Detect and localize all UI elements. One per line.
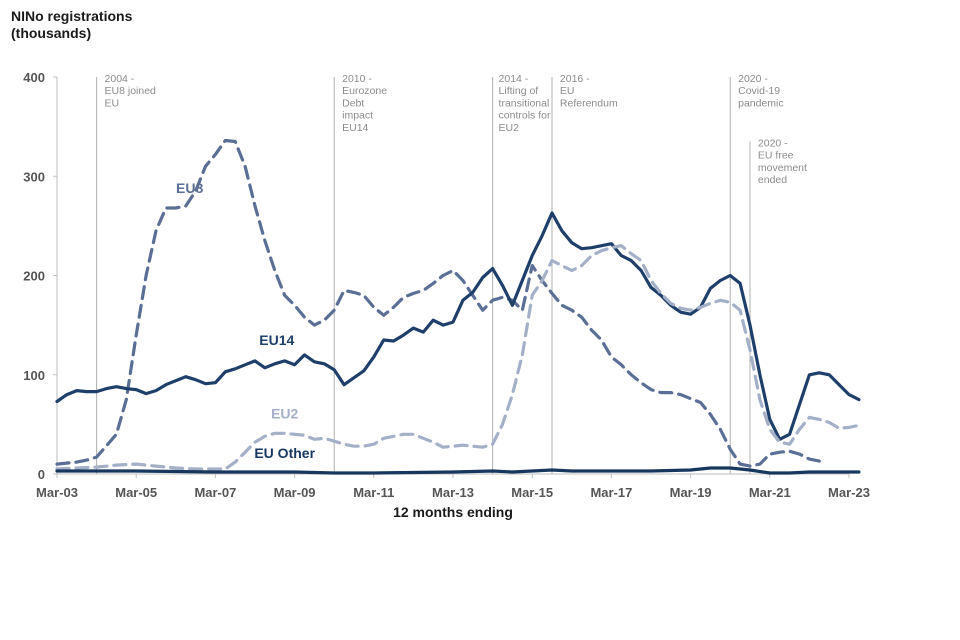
event-label: controls for <box>499 110 551 122</box>
series-line-eu-other <box>55 466 861 475</box>
y-axis-title-line-2: (thousands) <box>11 25 91 41</box>
x-tick-label: Mar-19 <box>670 485 712 500</box>
event-label: EU <box>105 97 120 109</box>
series-line-eu2 <box>55 244 861 471</box>
event-label: Covid-19 <box>738 85 780 97</box>
event-label: EU14 <box>342 122 368 134</box>
series-labels: EU8 EU14 EU2 EU Other <box>176 180 316 461</box>
y-tick-label: 200 <box>23 269 45 284</box>
event-label: 2016 - <box>560 73 590 85</box>
y-tick-label: 400 <box>23 70 45 85</box>
x-tick-label: Mar-23 <box>828 485 870 500</box>
x-tick-label: Mar-21 <box>749 485 791 500</box>
event-label: 2014 - <box>499 73 529 85</box>
x-tick-label: Mar-07 <box>194 485 236 500</box>
x-tick-label: Mar-09 <box>274 485 316 500</box>
series-label-eu2: EU2 <box>271 405 298 421</box>
event-label: pandemic <box>738 97 784 109</box>
event-label: 2010 - <box>342 73 372 85</box>
series-label-eu-other: EU Other <box>254 445 315 461</box>
series-label-eu8: EU8 <box>176 180 203 196</box>
y-tick-label: 0 <box>38 467 45 482</box>
event-label: EU2 <box>499 122 520 134</box>
x-tick-label: Mar-05 <box>115 485 157 500</box>
event-label: 2004 - <box>105 73 135 85</box>
event-label: 2020 - <box>738 73 768 85</box>
x-tick-label: Mar-17 <box>590 485 632 500</box>
event-label: movement <box>758 162 807 174</box>
event-label: Eurozone <box>342 85 387 97</box>
y-axis-title-line-1: NINo registrations <box>11 8 133 24</box>
event-label: Lifting of <box>499 85 539 97</box>
event-label: EU free <box>758 150 794 162</box>
event-label: EU <box>560 85 575 97</box>
axes: 0 100 200 300 400 Mar-03 Mar-05 Mar-07 Mar-09 Mar… <box>23 70 870 500</box>
x-tick-label: Mar-13 <box>432 485 474 500</box>
event-label: 2020 - <box>758 138 788 150</box>
x-axis-title: 12 months ending <box>393 504 513 520</box>
x-tick-label: Mar-15 <box>511 485 553 500</box>
event-label: Debt <box>342 97 364 109</box>
series-line-eu14 <box>55 211 861 441</box>
x-tick-label: Mar-03 <box>36 485 78 500</box>
series-label-eu14: EU14 <box>259 332 294 348</box>
y-tick-label: 100 <box>23 368 45 383</box>
event-label: transitional <box>499 97 550 109</box>
x-tick-label: Mar-11 <box>353 485 394 500</box>
y-tick-label: 300 <box>23 169 45 184</box>
event-label: EU8 joined <box>105 85 157 97</box>
event-label: ended <box>758 174 787 186</box>
event-label: impact <box>342 110 373 122</box>
event-label: Referendum <box>560 97 618 109</box>
series-line-eu8 <box>55 138 821 468</box>
series-lines <box>55 138 861 475</box>
